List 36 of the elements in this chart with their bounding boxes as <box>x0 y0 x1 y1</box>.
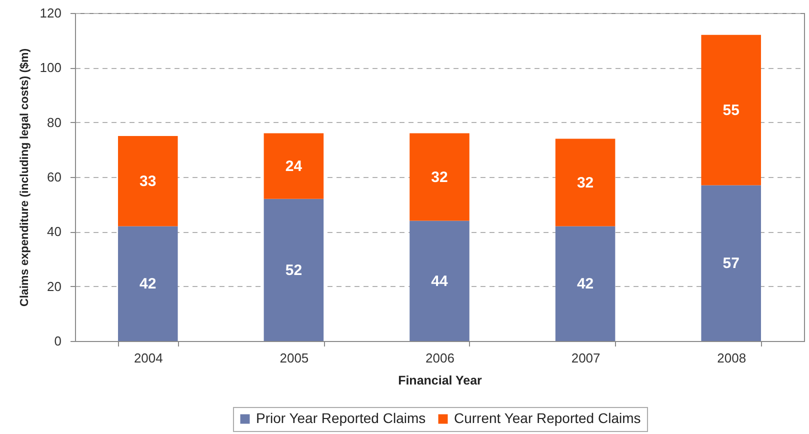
x-axis-title: Financial Year <box>398 374 482 388</box>
legend-label: Prior Year Reported Claims <box>256 410 426 426</box>
data-label: 33 <box>140 173 156 190</box>
data-label: 24 <box>285 158 303 176</box>
y-tick-label: 120 <box>40 6 62 20</box>
bar <box>118 136 178 226</box>
y-tick-label: 20 <box>47 278 62 294</box>
data-label: 52 <box>285 262 302 279</box>
bar <box>410 220 470 341</box>
y-axis-title: Claims expenditure (including legal costs) ($m) <box>18 48 31 307</box>
y-tick-label: 100 <box>40 60 62 76</box>
x-tick-label: 2006 <box>426 350 454 366</box>
y-tick-label: 60 <box>47 170 62 184</box>
bar <box>701 34 761 186</box>
data-label: 57 <box>722 255 740 272</box>
bar <box>701 185 761 341</box>
legend-label: Current Year Reported Claims <box>454 410 641 426</box>
bar <box>410 133 470 221</box>
bar <box>555 226 616 341</box>
x-tick-label: 2007 <box>571 350 600 366</box>
x-tick-label: 2004 <box>134 350 163 366</box>
bar <box>264 198 324 341</box>
y-tick-label: 40 <box>47 224 62 240</box>
y-tick-label: 80 <box>47 114 62 130</box>
data-label: 42 <box>140 276 156 293</box>
data-label: 42 <box>576 276 594 293</box>
data-label: 55 <box>722 102 740 120</box>
bar <box>264 133 324 199</box>
data-label: 32 <box>576 174 594 192</box>
data-label: 32 <box>431 169 448 186</box>
data-label: 44 <box>431 272 448 290</box>
bar <box>118 226 178 341</box>
x-tick-label: 2008 <box>717 350 746 366</box>
x-tick-label: 2005 <box>280 350 309 366</box>
bar <box>555 138 616 226</box>
y-tick-label: 0 <box>54 334 62 348</box>
